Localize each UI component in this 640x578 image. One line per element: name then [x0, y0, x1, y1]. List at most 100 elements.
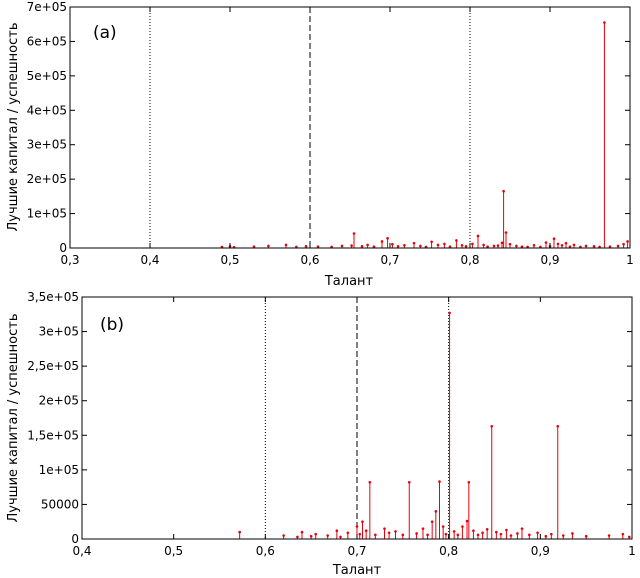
- panel-b-point-0-42: [505, 528, 508, 532]
- panel-a-point-0-5: [284, 243, 288, 247]
- panel-b-y-tick-label-7: 3,5e+05: [27, 290, 79, 304]
- panel-b-point-0-33: [465, 519, 469, 523]
- panel-b-y-tick-label-2: 1e+05: [39, 463, 79, 477]
- panel-b-point-0-14: [368, 481, 372, 484]
- panel-b-point-0-52: [571, 532, 574, 535]
- panel-a-point-0-7: [304, 244, 308, 248]
- panel-a-y-tick-label-4: 4e+05: [27, 103, 67, 117]
- panel-b-y-tick-label-0: 0: [71, 532, 79, 546]
- panel-b-point-0-15: [374, 533, 377, 537]
- panel-a-point-0-10: [340, 244, 344, 248]
- panel-b-point-0-3: [300, 530, 304, 534]
- panel-b-data-marks: [238, 311, 631, 539]
- panel-a-x-tick-label-6: 0,9: [540, 253, 559, 267]
- panel-a-point-0-60: [616, 244, 620, 248]
- panel-b-point-0-34: [467, 481, 471, 484]
- panel-b-x-tick-label-6: 1: [628, 544, 636, 558]
- panel-a-point-0-55: [584, 244, 588, 248]
- panel-a-point-0-30: [464, 244, 468, 248]
- panel-b-point-0-47: [536, 531, 539, 535]
- panel-a-point-0-49: [556, 242, 560, 246]
- panel-b-point-0-20: [407, 481, 411, 484]
- panel-b-y-axis-label: Лучшие капитал / успешность: [6, 314, 21, 523]
- panel-b-x-tick-label-5: 0,9: [531, 544, 550, 558]
- panel-a-point-0-21: [412, 241, 416, 245]
- panel-b-point-0-19: [401, 533, 405, 537]
- panel-b-y-tick-label-3: 1,5e+05: [27, 428, 79, 442]
- panel-a-point-0-19: [396, 244, 400, 248]
- panel-b-point-0-21: [415, 532, 418, 535]
- panel-b-y-tick-label-5: 2,5e+05: [27, 359, 79, 373]
- panel-a-point-0-50: [560, 243, 564, 247]
- panel-a-point-0-20: [403, 243, 406, 247]
- panel-a-point-0-24: [430, 240, 433, 244]
- panel-b-point-0-29: [448, 311, 451, 315]
- panel-b-point-0-45: [520, 527, 524, 530]
- panel-b-point-0-1: [282, 534, 285, 537]
- panel-b-point-0-46: [528, 533, 531, 537]
- panel-a-point-0-16: [380, 240, 384, 243]
- panel-b-x-tick-label-1: 0,5: [164, 544, 183, 558]
- panel-a-plot-frame: [69, 6, 631, 249]
- panel-a-y-tick-label-3: 3e+05: [27, 138, 67, 152]
- panel-b-point-0-22: [421, 527, 425, 530]
- panel-b-point-0-11: [358, 532, 362, 536]
- panel-a-point-0-17: [386, 237, 389, 240]
- panel-a-y-tick-label-2: 2e+05: [27, 172, 67, 186]
- panel-a-point-0-3: [252, 245, 256, 248]
- panel-a-point-0-28: [455, 239, 458, 242]
- panel-a-point-0-8: [316, 245, 320, 248]
- panel-b-point-0-18: [394, 530, 397, 533]
- panel-b-point-0-49: [550, 532, 553, 536]
- panel-b-point-0-5: [314, 532, 318, 536]
- panel-b-point-0-40: [495, 530, 498, 534]
- panel-a-point-0-34: [486, 245, 489, 248]
- panel-b-point-0-37: [481, 531, 484, 535]
- panel-b-point-0-4: [309, 534, 313, 538]
- panel-a-reference-lines: [149, 7, 471, 248]
- panel-b-point-0-28: [444, 532, 448, 536]
- panel-b-point-0-16: [383, 527, 386, 530]
- panel-b-point-0-36: [476, 533, 480, 537]
- panel-a-point-0-13: [360, 244, 364, 248]
- panel-b-point-0-17: [387, 531, 391, 535]
- panel-b-x-tick-label-3: 0,7: [347, 544, 366, 558]
- panel-b-point-0-7: [335, 529, 339, 533]
- panel-a-point-0-56: [592, 244, 596, 248]
- panel-a-point-0-44: [532, 243, 536, 247]
- panel-b-ticks: 0,4 0,5 0,6 0,7 0,8 0,9 1 0 50000 1e+05 1,5e+05 2e+…: [27, 290, 636, 558]
- panel-b-label: (b): [100, 315, 124, 335]
- panel-a-y-axis-label: Лучшие капитал / успешность: [6, 23, 21, 232]
- panel-b-x-tick-label-4: 0,8: [439, 544, 458, 558]
- panel-a-point-0-41: [515, 244, 518, 248]
- panel-b-point-0-43: [509, 534, 513, 537]
- panel-a-x-tick-label-1: 0,4: [140, 253, 159, 267]
- panel-b: 0,4 0,5 0,6 0,7 0,8 0,9 1 0 50000 1e+05 1,5e+05 2e+…: [6, 290, 636, 578]
- panel-a-point-0-39: [504, 231, 508, 234]
- panel-b-point-0-6: [326, 534, 329, 537]
- panel-a-point-0-51: [564, 241, 568, 245]
- panel-b-point-0-32: [461, 525, 464, 528]
- panel-a-y-tick-label-5: 5e+05: [27, 69, 67, 83]
- panel-b-point-0-24: [430, 520, 434, 524]
- panel-a-point-0-36: [496, 244, 500, 247]
- panel-a-x-tick-label-4: 0,7: [380, 253, 399, 267]
- panel-b-point-0-9: [346, 531, 350, 535]
- panel-a-point-0-25: [436, 243, 440, 247]
- panel-a-x-tick-label-7: 1: [626, 253, 634, 267]
- panel-a-point-0-11: [350, 244, 353, 247]
- panel-b-point-0-35: [472, 529, 475, 533]
- panel-b-point-0-48: [544, 534, 548, 538]
- panel-b-x-axis-label: Талант: [332, 563, 382, 578]
- panel-b-point-0-51: [561, 534, 565, 537]
- panel-a-point-0-22: [419, 244, 422, 248]
- panel-b-point-0-0: [238, 530, 241, 534]
- panel-a-label: (a): [93, 23, 117, 43]
- panel-a-point-0-18: [391, 242, 394, 246]
- panel-a-point-0-4: [267, 244, 270, 248]
- panel-b-point-0-23: [426, 533, 429, 537]
- panel-b-reference-lines: [264, 297, 450, 539]
- panel-a-point-0-35: [492, 244, 496, 248]
- panel-a-y-tick-label-1: 1e+05: [27, 207, 67, 221]
- panel-b-point-0-53: [584, 534, 588, 538]
